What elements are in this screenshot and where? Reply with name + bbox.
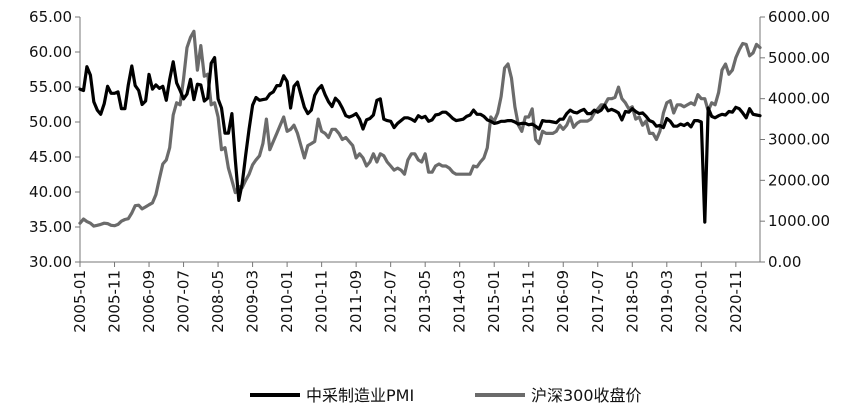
x-axis: 2005-01 2005-11 2006-09 2007-07 2008-05 2009-… (71, 261, 760, 333)
left-axis-tick-label: 55.00 (29, 78, 72, 96)
x-axis-tick-label: 2008-05 (209, 270, 227, 333)
right-axis-tick-label: 5000.00 (768, 49, 830, 67)
x-axis-tick-label: 2018-05 (623, 270, 641, 333)
right-axis-tick-label: 2000.00 (768, 171, 830, 189)
left-axis-tick-label: 40.00 (29, 183, 72, 201)
series-line-1 (78, 29, 762, 228)
series-layer (78, 29, 762, 228)
left-axis-tick-label: 30.00 (29, 253, 72, 271)
x-axis-tick-label: 2020-11 (727, 270, 745, 333)
x-axis-tick-label: 2009-03 (244, 270, 262, 333)
series-line-0 (78, 56, 762, 224)
left-axis-tick-label: 65.00 (29, 8, 72, 26)
left-axis-tick-label: 60.00 (29, 43, 72, 61)
x-axis-tick-label: 2012-07 (382, 270, 400, 333)
x-axis-tick-label: 2007-07 (175, 270, 193, 333)
right-axis-tick-label: 4000.00 (768, 90, 830, 108)
x-axis-tick-label: 2020-01 (692, 270, 710, 333)
left-axis-tick-label: 35.00 (29, 218, 72, 236)
left-axis-tick-label: 45.00 (29, 148, 72, 166)
x-axis-tick-label: 2011-09 (347, 270, 365, 333)
left-y-axis: 30.00 35.00 40.00 45.00 50.00 55.00 60.00 65.00 (29, 8, 81, 271)
legend: 中采制造业PMI 沪深300收盘价 (250, 386, 642, 405)
x-axis-tick-label: 2010-11 (313, 270, 331, 333)
x-axis-tick-label: 2016-09 (554, 270, 572, 333)
legend-label-0: 中采制造业PMI (306, 386, 414, 405)
x-axis-tick-label: 2015-11 (520, 270, 538, 333)
right-y-axis: 0.00 1000.00 2000.00 3000.00 4000.00 5000.00 6… (759, 8, 830, 271)
right-axis-tick-label: 1000.00 (768, 212, 830, 230)
x-axis-tick-label: 2013-05 (416, 270, 434, 333)
x-axis-tick-label: 2006-09 (140, 270, 158, 333)
right-axis-tick-label: 0.00 (768, 253, 801, 271)
legend-label-1: 沪深300收盘价 (531, 386, 642, 405)
x-axis-tick-label: 2017-07 (589, 270, 607, 333)
right-axis-tick-label: 6000.00 (768, 8, 830, 26)
x-axis-tick-label: 2010-01 (278, 270, 296, 333)
x-axis-tick-label: 2005-11 (106, 270, 124, 333)
x-axis-tick-label: 2015-01 (485, 270, 503, 333)
x-axis-tick-label: 2019-03 (658, 270, 676, 333)
right-axis-tick-label: 3000.00 (768, 131, 830, 149)
left-axis-tick-label: 50.00 (29, 113, 72, 131)
x-axis-tick-label: 2005-01 (71, 270, 89, 333)
x-axis-tick-label: 2014-03 (451, 270, 469, 333)
